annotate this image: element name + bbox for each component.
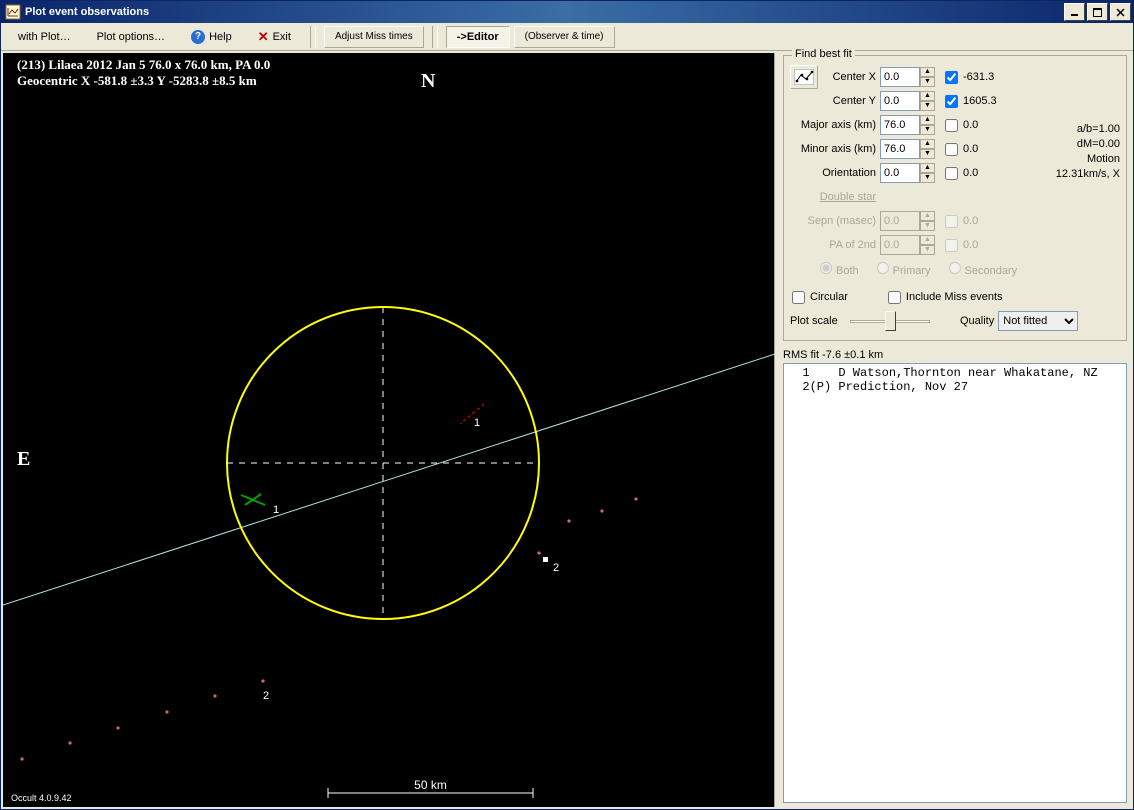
chord1-red [460,404,484,424]
both-radio [820,262,832,274]
sepn-input: ▲▼ [880,211,935,231]
pa2nd-label: PA of 2nd [790,239,880,251]
minor-axis-cb-value: 0.0 [963,143,978,155]
exit-button[interactable]: ✕Exit [247,26,302,48]
close-button[interactable] [1110,3,1131,21]
help-icon: ? [191,30,205,44]
plot-area[interactable]: (213) Lilaea 2012 Jan 5 76.0 x 76.0 km, … [3,53,775,807]
chord-label-2b: 2 [263,690,269,702]
sepn-cb-value: 0.0 [963,215,978,227]
pa2nd-input: ▲▼ [880,235,935,255]
observer-time-button[interactable]: (Observer & time) [514,26,615,48]
plot-header-1: (213) Lilaea 2012 Jan 5 76.0 x 76.0 km, … [17,57,270,72]
window-title: Plot event observations [25,6,1062,18]
maximize-button[interactable] [1087,3,1108,21]
minor-axis-input[interactable]: ▲▼ [880,139,935,159]
titlebar: Plot event observations [1,1,1133,23]
chord-path [3,354,775,605]
double-star-label: Double star [790,191,880,203]
pa2nd-cb-value: 0.0 [963,239,978,251]
app-icon [5,4,21,20]
group-legend: Find best fit [792,48,855,60]
minimize-button[interactable] [1064,3,1085,21]
sidebar: Find best fit Center X ▲▼ -631.3 [777,51,1133,809]
scale-bar: 50 km [328,778,533,798]
find-best-fit-group: Find best fit Center X ▲▼ -631.3 [783,55,1127,341]
toolbar: with Plot… Plot options… ?Help ✕Exit Adj… [1,23,1133,51]
orientation-checkbox[interactable] [945,167,958,180]
minor-axis-checkbox[interactable] [945,143,958,156]
major-axis-input[interactable]: ▲▼ [880,115,935,135]
chord-label-2a: 2 [553,562,559,574]
center-x-label: Center X [822,71,880,83]
plot-scale-label: Plot scale [790,315,850,327]
sepn-label: Sepn (masec) [790,215,880,227]
plot-scale-slider[interactable] [850,311,930,331]
help-button[interactable]: ?Help [180,26,243,48]
prediction-track [20,497,637,760]
center-x-checkbox[interactable] [945,71,958,84]
observations-list[interactable]: 1 D Watson,Thornton near Whakatane, NZ 2… [783,363,1127,803]
orientation-input[interactable]: ▲▼ [880,163,935,183]
plot-options-button[interactable]: Plot options… [86,26,176,48]
with-plot-button[interactable]: with Plot… [7,26,82,48]
center-y-label: Center Y [822,95,880,107]
secondary-radio [949,262,961,274]
chord-label-1a: 1 [273,504,279,516]
adjust-miss-times-button[interactable]: Adjust Miss times [324,26,424,48]
editor-button[interactable]: ->Editor [446,26,510,48]
version-label: Occult 4.0.9.42 [11,793,72,803]
primary-radio [877,262,889,274]
quality-select[interactable]: Not fitted [998,311,1078,331]
major-axis-checkbox[interactable] [945,119,958,132]
track2-marker [543,557,548,562]
svg-text:50 km: 50 km [414,778,447,792]
circular-label: Circular [810,291,848,303]
center-x-input[interactable]: ▲▼ [880,67,935,87]
major-axis-label: Major axis (km) [790,119,880,131]
center-y-checkbox[interactable] [945,95,958,108]
minor-axis-label: Minor axis (km) [790,143,880,155]
compass-e: E [17,448,30,470]
include-miss-label: Include Miss events [906,291,1003,303]
major-axis-cb-value: 0.0 [963,119,978,131]
motion-info: a/b=1.00 dM=0.00 Motion 12.31km/s, X [1042,66,1120,282]
orientation-cb-value: 0.0 [963,167,978,179]
fit-icon-button[interactable] [790,65,818,89]
chord-label-1b: 1 [474,417,480,429]
sepn-checkbox [945,215,958,228]
compass-n: N [421,70,436,92]
circular-checkbox[interactable] [792,291,805,304]
rms-label: RMS fit -7.6 ±0.1 km [783,349,1127,361]
center-y-value: 1605.3 [963,95,997,107]
close-icon: ✕ [258,29,269,45]
plot-header-2: Geocentric X -581.8 ±3.3 Y -5283.8 ±8.5 … [17,73,257,88]
quality-label: Quality [960,315,994,327]
orientation-label: Orientation [790,167,880,179]
pa2nd-checkbox [945,239,958,252]
include-miss-checkbox[interactable] [888,291,901,304]
center-x-value: -631.3 [963,71,994,83]
center-y-input[interactable]: ▲▼ [880,91,935,111]
